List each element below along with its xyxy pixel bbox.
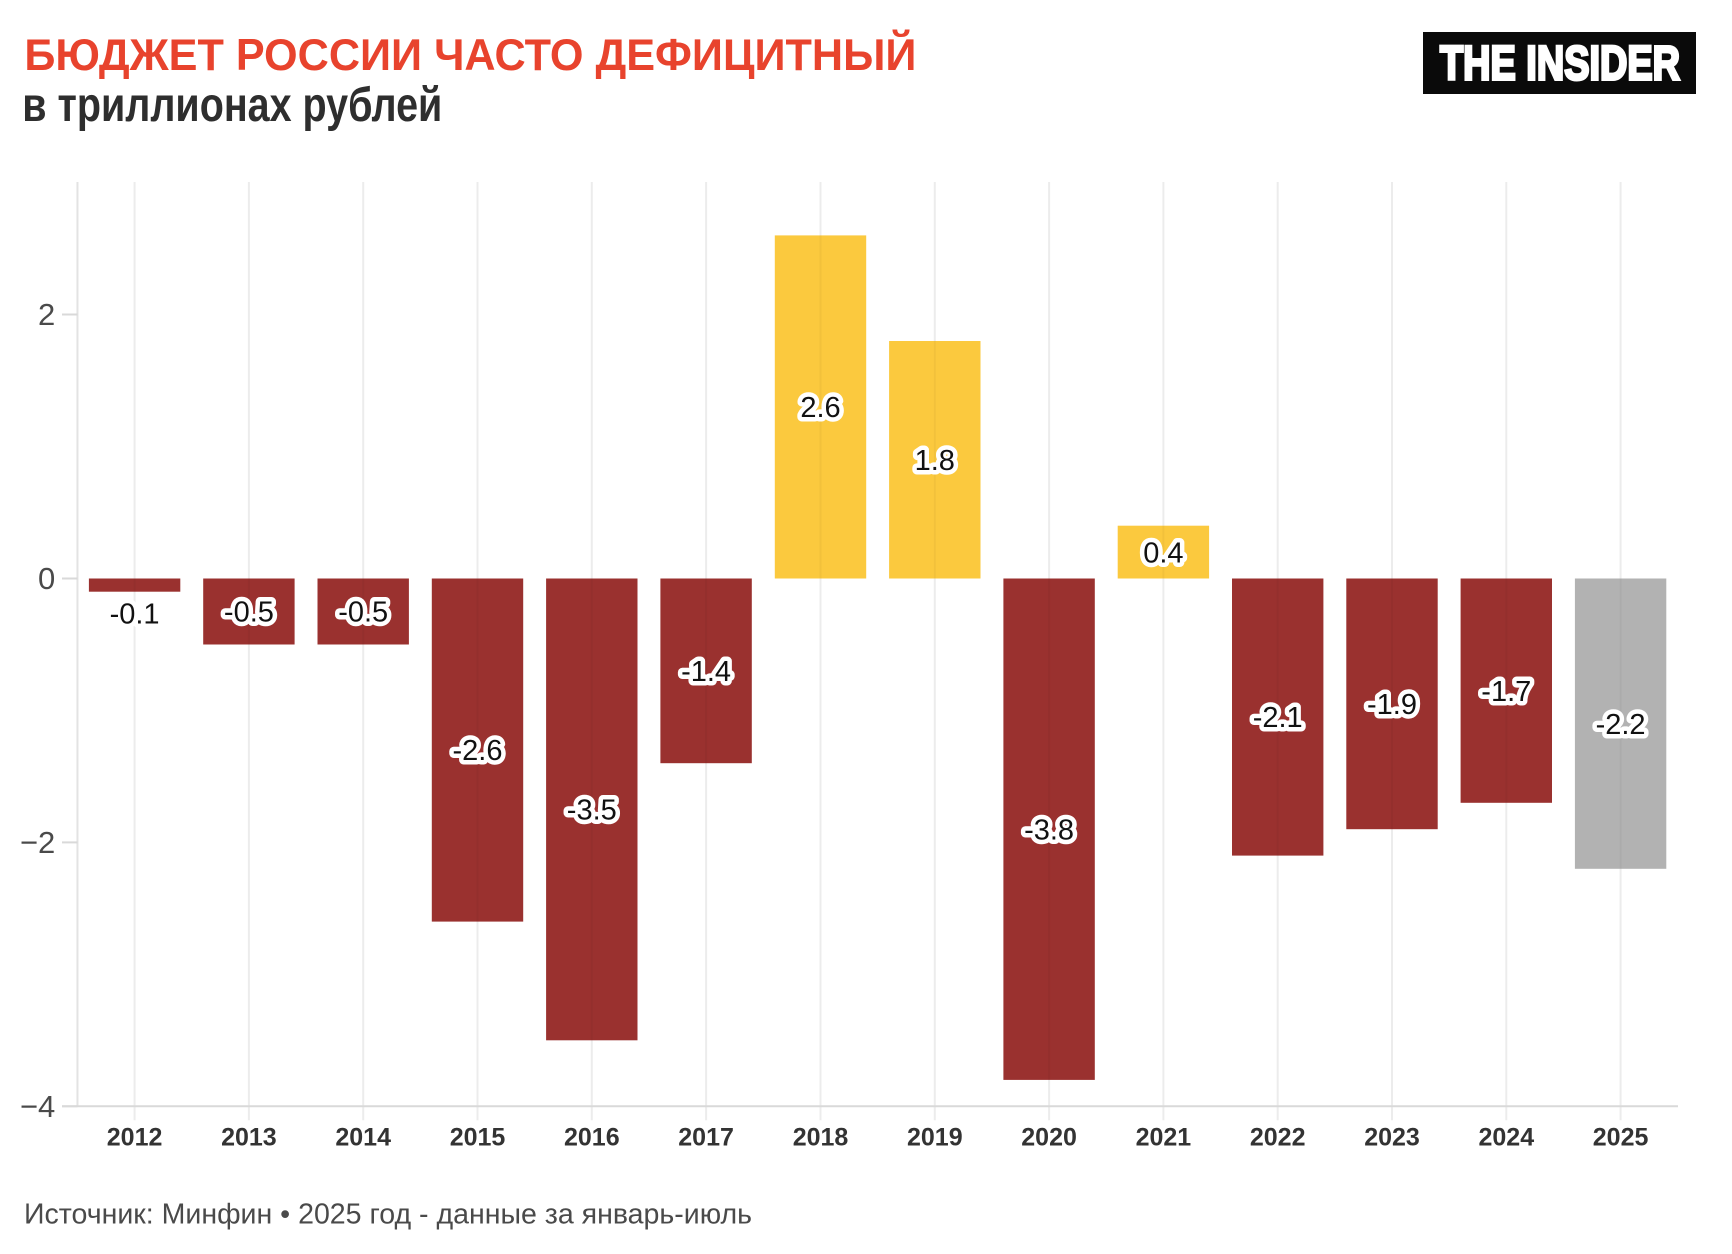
svg-text:-3.5: -3.5: [567, 795, 617, 827]
svg-text:2020: 2020: [1021, 1124, 1077, 1152]
svg-text:-1.7: -1.7: [1481, 676, 1531, 708]
svg-text:0.4: 0.4: [1143, 537, 1183, 569]
svg-text:-0.5: -0.5: [224, 597, 274, 629]
svg-text:в триллионах рублей: в триллионах рублей: [22, 79, 442, 132]
svg-text:2021: 2021: [1136, 1124, 1192, 1152]
svg-text:2012: 2012: [107, 1124, 163, 1152]
svg-text:-2.2: -2.2: [1596, 709, 1646, 741]
svg-text:БЮДЖЕТ РОССИИ ЧАСТО ДЕФИЦИТНЫЙ: БЮДЖЕТ РОССИИ ЧАСТО ДЕФИЦИТНЫЙ: [24, 29, 916, 80]
svg-text:2019: 2019: [907, 1124, 963, 1152]
svg-text:-0.5: -0.5: [338, 597, 388, 629]
svg-text:-1.4: -1.4: [681, 656, 731, 688]
svg-text:0: 0: [38, 561, 55, 596]
svg-text:2015: 2015: [450, 1124, 506, 1152]
svg-text:2016: 2016: [564, 1124, 620, 1152]
svg-text:2.6: 2.6: [800, 392, 840, 424]
svg-text:2: 2: [38, 297, 55, 332]
svg-text:−4: −4: [20, 1089, 55, 1124]
svg-text:-0.1: -0.1: [110, 599, 160, 631]
svg-text:−2: −2: [20, 825, 55, 860]
svg-text:-2.1: -2.1: [1253, 702, 1303, 734]
svg-text:2023: 2023: [1364, 1124, 1420, 1152]
svg-text:2024: 2024: [1478, 1124, 1534, 1152]
svg-text:2022: 2022: [1250, 1124, 1306, 1152]
svg-text:Источник: Минфин • 2025 год -: Источник: Минфин • 2025 год - данные за …: [24, 1199, 752, 1231]
svg-text:2018: 2018: [793, 1124, 849, 1152]
svg-text:2014: 2014: [335, 1124, 391, 1152]
svg-text:2017: 2017: [678, 1124, 734, 1152]
svg-text:1.8: 1.8: [915, 445, 955, 477]
svg-text:-3.8: -3.8: [1024, 814, 1074, 846]
svg-text:-1.9: -1.9: [1367, 689, 1417, 721]
svg-text:THE INSIDER: THE INSIDER: [1440, 37, 1680, 91]
svg-text:2025: 2025: [1593, 1124, 1649, 1152]
svg-text:-2.6: -2.6: [453, 735, 503, 767]
svg-text:2013: 2013: [221, 1124, 277, 1152]
